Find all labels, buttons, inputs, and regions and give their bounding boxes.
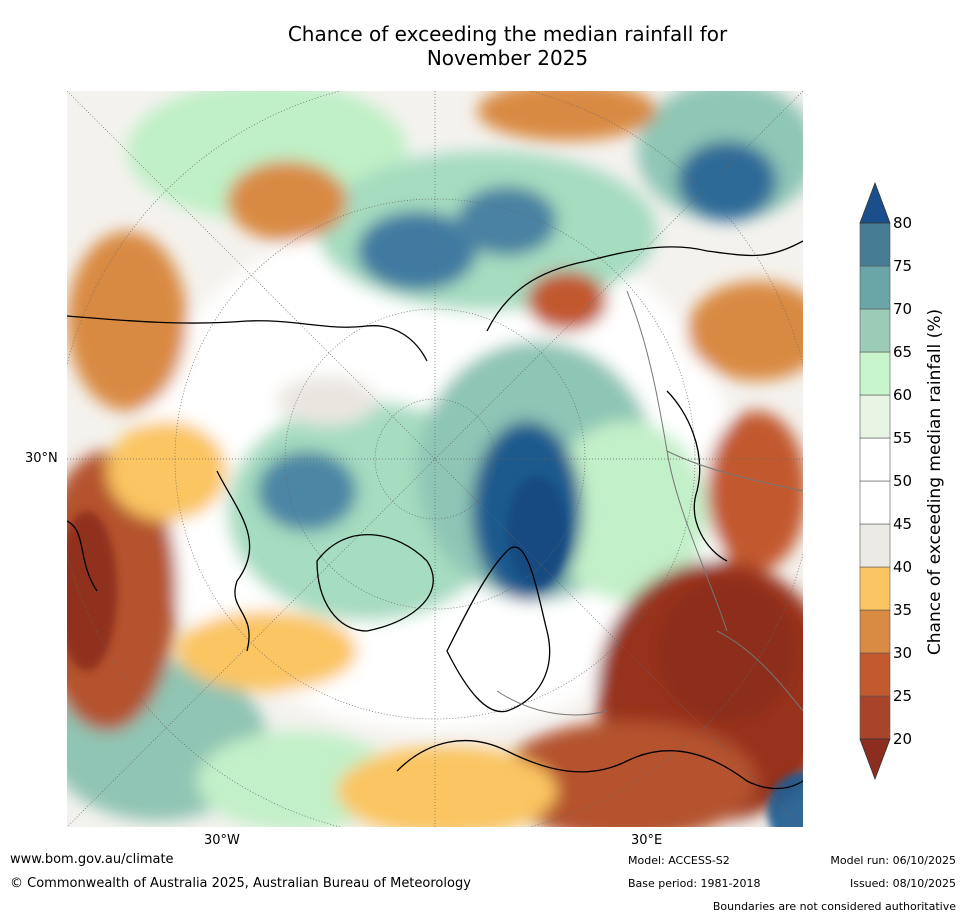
- colorbar-label: Chance of exceeding median rainfall (%): [925, 308, 945, 656]
- disclaimer-text: Boundaries are not considered authoritat…: [712, 900, 956, 913]
- colorbar-tick-label: 65: [893, 343, 913, 361]
- colorbar-tick-label: 25: [893, 687, 913, 705]
- colorbar-band: [859, 566, 891, 611]
- website-link[interactable]: www.bom.gov.au/climate: [10, 852, 174, 867]
- colorbar-band: [859, 652, 891, 697]
- colorbar-tick-label: 70: [893, 300, 913, 318]
- colorbar-band: [859, 308, 891, 353]
- probability-detail: [67, 476, 803, 827]
- title-line-2: November 2025: [426, 46, 589, 70]
- model-text: Model: ACCESS-S2: [628, 854, 730, 867]
- colorbar: [859, 181, 891, 781]
- title-line-1: Chance of exceeding the median rainfall …: [287, 22, 728, 46]
- colorbar-tick-label: 50: [893, 472, 913, 490]
- colorbar-tick-label: 40: [893, 558, 913, 576]
- colorbar-extend-high: [859, 181, 891, 224]
- colorbar-band: [859, 265, 891, 310]
- colorbar-tick-label: 55: [893, 429, 913, 447]
- map-title: Chance of exceeding the median rainfall …: [0, 22, 965, 70]
- lat-label-30n: 30°N: [25, 451, 58, 466]
- lon-label-30w: 30°W: [204, 833, 240, 848]
- model-run-text: Model run: 06/10/2025: [830, 854, 956, 867]
- colorbar-tick-label: 75: [893, 257, 913, 275]
- colorbar-band: [859, 523, 891, 568]
- base-period-text: Base period: 1981-2018: [628, 877, 761, 890]
- lon-label-30e: 30°E: [631, 833, 663, 848]
- colorbar-band: [859, 480, 891, 525]
- country-borders: [496, 290, 803, 716]
- colorbar-band: [859, 609, 891, 654]
- colorbar-tick-label: 60: [893, 386, 913, 404]
- colorbar-tick-label: 30: [893, 644, 913, 662]
- issued-text: Issued: 08/10/2025: [849, 877, 956, 890]
- copyright-text: © Commonwealth of Australia 2025, Austra…: [10, 876, 471, 891]
- rainfall-probability-map: [67, 91, 803, 827]
- colorbar-tick-label: 45: [893, 515, 913, 533]
- map-svg: [67, 91, 803, 827]
- colorbar-band: [859, 351, 891, 396]
- colorbar-band: [859, 695, 891, 740]
- colorbar-tick-label: 35: [893, 601, 913, 619]
- colorbar-tick-label: 20: [893, 730, 913, 748]
- coastlines: [67, 240, 803, 790]
- colorbar-band: [859, 437, 891, 482]
- colorbar-extend-low: [859, 738, 891, 781]
- colorbar-band: [859, 394, 891, 439]
- graticule: [67, 91, 803, 827]
- colorbar-band: [859, 222, 891, 267]
- colorbar-tick-label: 80: [893, 214, 913, 232]
